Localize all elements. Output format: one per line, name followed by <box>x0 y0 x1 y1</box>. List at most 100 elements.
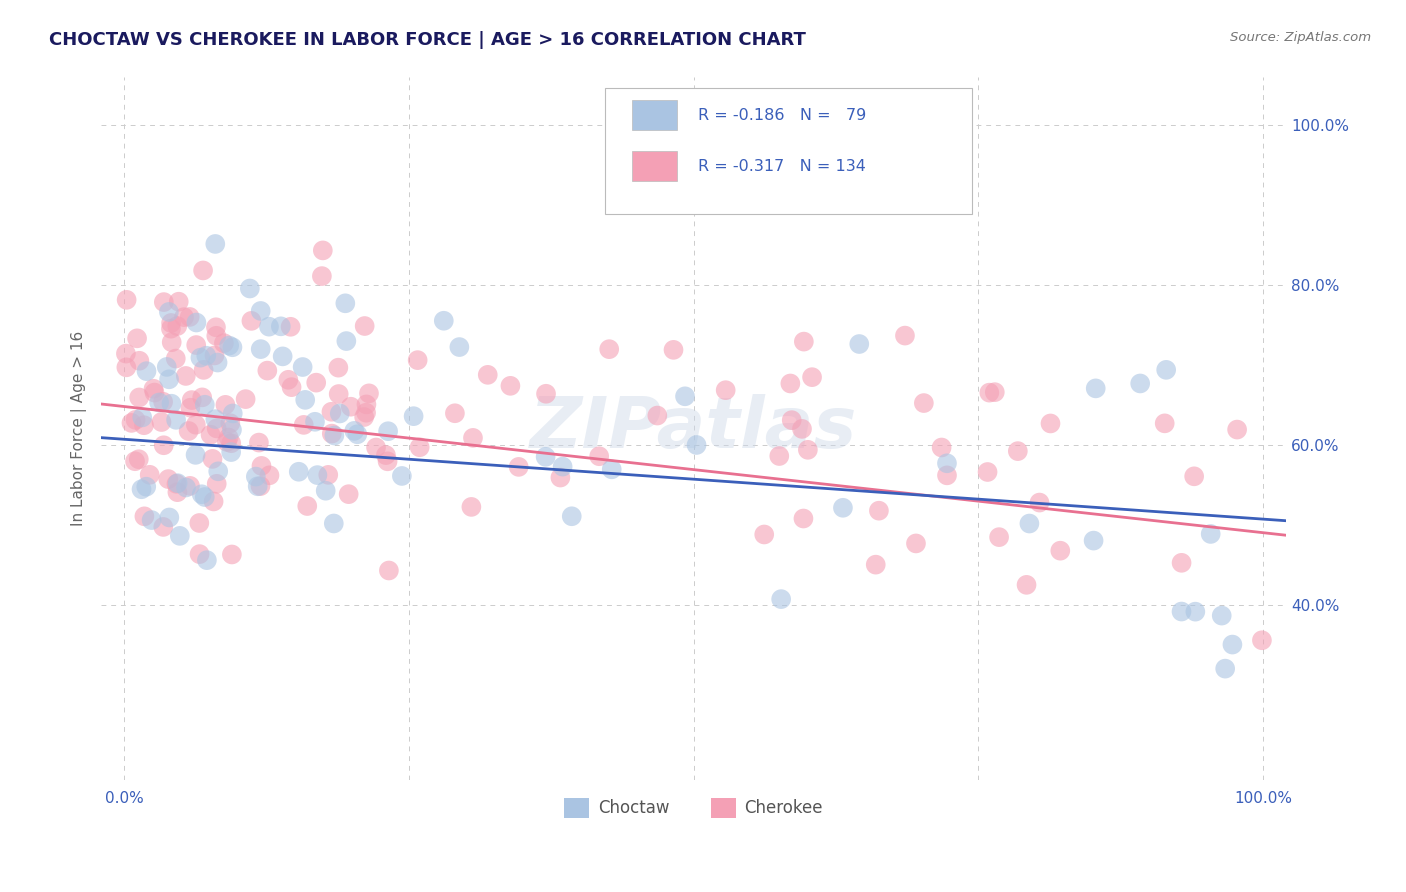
Point <box>904 536 927 550</box>
Point <box>141 513 163 527</box>
Point <box>160 397 183 411</box>
Point <box>246 479 269 493</box>
Point <box>328 387 350 401</box>
Point <box>356 397 378 411</box>
Point <box>598 342 620 356</box>
Point <box>832 500 855 515</box>
Point <box>131 410 153 425</box>
Point <box>406 353 429 368</box>
Point <box>214 398 236 412</box>
Point <box>156 359 179 374</box>
Point <box>271 350 294 364</box>
Point <box>167 294 190 309</box>
Point <box>931 441 953 455</box>
Point <box>128 353 150 368</box>
Point <box>195 553 218 567</box>
Point <box>291 359 314 374</box>
Text: R = -0.317   N = 134: R = -0.317 N = 134 <box>699 159 866 174</box>
Point <box>797 442 820 457</box>
Point <box>219 436 242 450</box>
Point <box>335 334 357 348</box>
Point <box>277 373 299 387</box>
Y-axis label: In Labor Force | Age > 16: In Labor Force | Age > 16 <box>72 331 87 526</box>
Point <box>179 401 201 415</box>
Point <box>461 431 484 445</box>
Point <box>160 316 183 330</box>
Point <box>195 349 218 363</box>
Point <box>1028 495 1050 509</box>
Point <box>460 500 482 514</box>
Point <box>160 321 183 335</box>
Point <box>190 351 212 365</box>
Point <box>249 342 271 356</box>
Point <box>131 482 153 496</box>
Point <box>1084 381 1107 395</box>
Point <box>340 400 363 414</box>
FancyBboxPatch shape <box>631 100 676 130</box>
FancyBboxPatch shape <box>605 88 972 214</box>
Point <box>868 504 890 518</box>
Point <box>132 418 155 433</box>
Point <box>294 392 316 407</box>
Point <box>174 481 197 495</box>
Point <box>128 391 150 405</box>
Point <box>142 382 165 396</box>
Point <box>115 360 138 375</box>
Point <box>191 263 214 277</box>
Point <box>315 483 337 498</box>
Point <box>865 558 887 572</box>
Point <box>685 438 707 452</box>
Point <box>157 510 180 524</box>
Point <box>1199 527 1222 541</box>
Point <box>194 490 217 504</box>
Point <box>219 416 242 430</box>
Point <box>984 385 1007 400</box>
Point <box>205 421 228 435</box>
Point <box>152 520 174 534</box>
Point <box>444 406 467 420</box>
Point <box>165 413 187 427</box>
Point <box>270 319 292 334</box>
Point <box>280 380 302 394</box>
Point <box>204 236 226 251</box>
Point <box>1184 605 1206 619</box>
Point <box>166 476 188 491</box>
Point <box>768 449 790 463</box>
Point <box>143 385 166 400</box>
Point <box>1154 363 1177 377</box>
Point <box>1226 423 1249 437</box>
Point <box>259 468 281 483</box>
Point <box>125 331 148 345</box>
Point <box>673 389 696 403</box>
Point <box>200 427 222 442</box>
Point <box>1018 516 1040 531</box>
Point <box>221 340 243 354</box>
Point <box>307 468 329 483</box>
Point <box>408 440 430 454</box>
Point <box>561 509 583 524</box>
Point <box>169 529 191 543</box>
Point <box>354 406 377 420</box>
Point <box>600 462 623 476</box>
Point <box>256 363 278 377</box>
Point <box>207 464 229 478</box>
Point <box>215 434 238 449</box>
Point <box>152 438 174 452</box>
Point <box>194 398 217 412</box>
Point <box>157 472 180 486</box>
Point <box>157 372 180 386</box>
Point <box>249 479 271 493</box>
Point <box>135 480 157 494</box>
Point <box>257 319 280 334</box>
Point <box>550 470 572 484</box>
Point <box>346 427 368 442</box>
Point <box>311 269 333 284</box>
Point <box>250 458 273 473</box>
Point <box>801 370 824 384</box>
Point <box>976 465 998 479</box>
Point <box>166 318 188 333</box>
Point <box>249 304 271 318</box>
Point <box>177 424 200 438</box>
Point <box>770 592 793 607</box>
Point <box>662 343 685 357</box>
